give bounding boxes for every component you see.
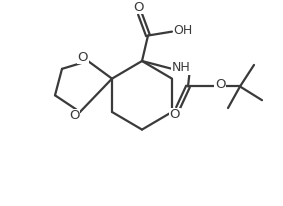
Text: NH: NH <box>171 61 190 74</box>
Text: O: O <box>215 78 225 91</box>
Text: O: O <box>134 1 144 14</box>
Text: O: O <box>78 51 88 64</box>
Text: O: O <box>170 108 180 121</box>
Text: O: O <box>69 109 79 122</box>
Text: OH: OH <box>173 24 193 37</box>
